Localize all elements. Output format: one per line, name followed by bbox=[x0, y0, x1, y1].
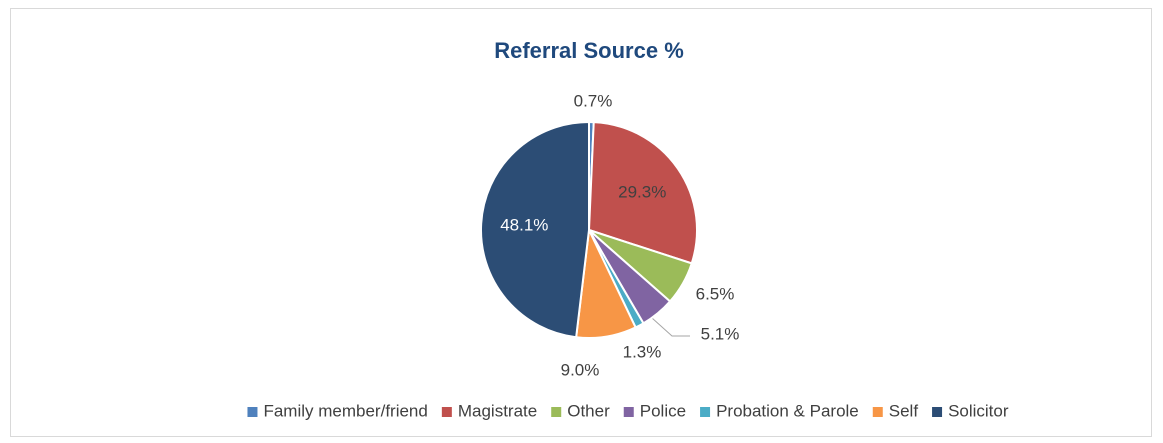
legend-swatch bbox=[700, 407, 711, 417]
data-label: 9.0% bbox=[561, 360, 600, 379]
leader-line bbox=[651, 317, 690, 337]
legend-swatch bbox=[872, 407, 883, 417]
pie-slice bbox=[480, 120, 590, 339]
legend: Family member/friend Magistrate Other Polic… bbox=[247, 401, 1009, 420]
data-label: 0.7% bbox=[574, 91, 613, 110]
legend-swatch bbox=[623, 407, 634, 417]
chart-title: Referral Source % bbox=[494, 38, 684, 63]
legend-swatch bbox=[441, 407, 452, 417]
legend-label: Other bbox=[567, 401, 610, 420]
legend-swatch bbox=[551, 407, 562, 417]
legend-label: Self bbox=[889, 401, 919, 420]
legend-label: Family member/friend bbox=[263, 401, 427, 420]
legend-label: Solicitor bbox=[948, 401, 1009, 420]
legend-label: Magistrate bbox=[458, 401, 537, 420]
data-label: 1.3% bbox=[623, 342, 662, 361]
pie-slice bbox=[587, 121, 698, 265]
data-label: 5.1% bbox=[701, 324, 740, 343]
legend-swatch bbox=[932, 407, 943, 417]
legend-label: Police bbox=[640, 401, 686, 420]
legend-swatch bbox=[247, 407, 258, 417]
data-label: 6.5% bbox=[696, 284, 735, 303]
data-label: 48.1% bbox=[500, 216, 548, 235]
data-label: 29.3% bbox=[618, 183, 666, 202]
legend-label: Probation & Parole bbox=[716, 401, 859, 420]
